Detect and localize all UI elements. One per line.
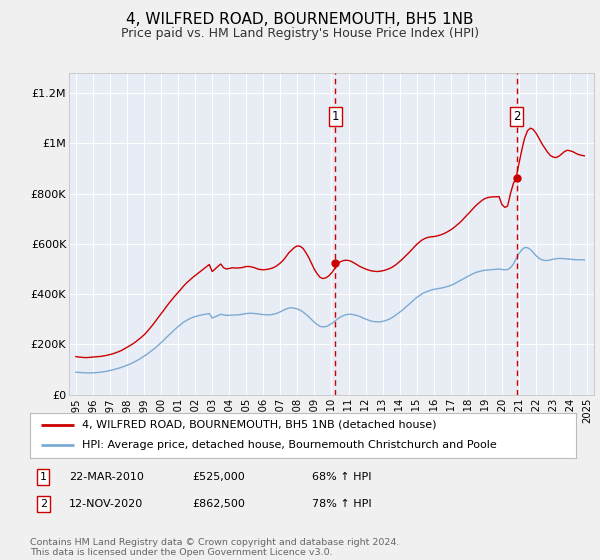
Text: £862,500: £862,500 [192,499,245,509]
Text: 22-MAR-2010: 22-MAR-2010 [69,472,144,482]
Text: HPI: Average price, detached house, Bournemouth Christchurch and Poole: HPI: Average price, detached house, Bour… [82,440,497,450]
Text: 4, WILFRED ROAD, BOURNEMOUTH, BH5 1NB (detached house): 4, WILFRED ROAD, BOURNEMOUTH, BH5 1NB (d… [82,420,436,430]
Text: 2: 2 [513,110,521,123]
Text: 1: 1 [331,110,339,123]
Text: 2: 2 [40,499,47,509]
Text: 12-NOV-2020: 12-NOV-2020 [69,499,143,509]
Text: 4, WILFRED ROAD, BOURNEMOUTH, BH5 1NB: 4, WILFRED ROAD, BOURNEMOUTH, BH5 1NB [126,12,474,27]
Text: £525,000: £525,000 [192,472,245,482]
Text: 68% ↑ HPI: 68% ↑ HPI [312,472,371,482]
Text: Price paid vs. HM Land Registry's House Price Index (HPI): Price paid vs. HM Land Registry's House … [121,27,479,40]
Text: 1: 1 [40,472,47,482]
Text: Contains HM Land Registry data © Crown copyright and database right 2024.
This d: Contains HM Land Registry data © Crown c… [30,538,400,557]
Text: 78% ↑ HPI: 78% ↑ HPI [312,499,371,509]
